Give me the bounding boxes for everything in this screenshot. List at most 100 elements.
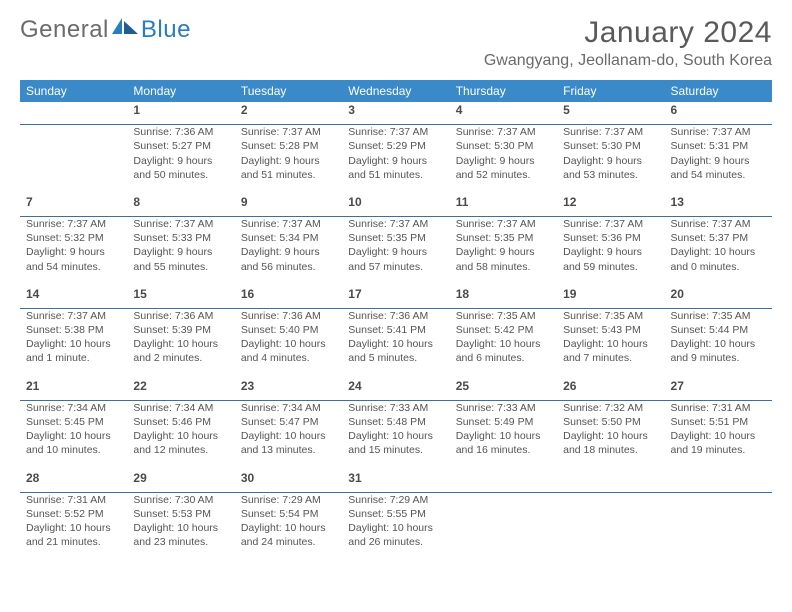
sunrise-line: Sunrise: 7:37 AM [563,217,658,231]
sunset-line: Sunset: 5:45 PM [26,415,121,429]
daylight-line: Daylight: 10 hours and 24 minutes. [241,521,336,549]
daylight-line: Daylight: 10 hours and 23 minutes. [133,521,228,549]
sunrise-line: Sunrise: 7:37 AM [26,217,121,231]
sunset-line: Sunset: 5:40 PM [241,323,336,337]
daynum-cell: 27 [665,378,772,401]
info-row: Sunrise: 7:37 AMSunset: 5:32 PMDaylight:… [20,217,772,280]
day-info: Sunrise: 7:31 AMSunset: 5:51 PMDaylight:… [671,401,766,458]
daylight-line: Daylight: 10 hours and 12 minutes. [133,429,228,457]
info-cell: Sunrise: 7:37 AMSunset: 5:30 PMDaylight:… [557,125,664,188]
day-info: Sunrise: 7:37 AMSunset: 5:38 PMDaylight:… [26,309,121,366]
info-cell: Sunrise: 7:31 AMSunset: 5:51 PMDaylight:… [665,400,772,463]
daynum-cell: 26 [557,378,664,401]
daynum-cell: 15 [127,286,234,309]
day-info: Sunrise: 7:37 AMSunset: 5:34 PMDaylight:… [241,217,336,274]
info-cell: Sunrise: 7:36 AMSunset: 5:39 PMDaylight:… [127,308,234,371]
daynum-cell: 7 [20,194,127,217]
daynum-cell: 8 [127,194,234,217]
day-info: Sunrise: 7:36 AMSunset: 5:40 PMDaylight:… [241,309,336,366]
daylight-line: Daylight: 10 hours and 18 minutes. [563,429,658,457]
sunset-line: Sunset: 5:49 PM [456,415,551,429]
daylight-line: Daylight: 10 hours and 6 minutes. [456,337,551,365]
day-info: Sunrise: 7:36 AMSunset: 5:39 PMDaylight:… [133,309,228,366]
sunrise-line: Sunrise: 7:35 AM [563,309,658,323]
daynum-cell: 3 [342,102,449,125]
calendar-page: General Blue January 2024 Gwangyang, Jeo… [0,0,792,555]
day-info: Sunrise: 7:36 AMSunset: 5:27 PMDaylight:… [133,125,228,182]
daynum-cell: 19 [557,286,664,309]
day-number: 1 [133,103,140,117]
info-cell: Sunrise: 7:36 AMSunset: 5:27 PMDaylight:… [127,125,234,188]
day-info: Sunrise: 7:37 AMSunset: 5:30 PMDaylight:… [563,125,658,182]
daynum-cell: 1 [127,102,234,125]
day-info: Sunrise: 7:33 AMSunset: 5:48 PMDaylight:… [348,401,443,458]
day-number: 5 [563,103,570,117]
day-info: Sunrise: 7:35 AMSunset: 5:44 PMDaylight:… [671,309,766,366]
info-row: Sunrise: 7:36 AMSunset: 5:27 PMDaylight:… [20,125,772,188]
day-info: Sunrise: 7:35 AMSunset: 5:42 PMDaylight:… [456,309,551,366]
daylight-line: Daylight: 10 hours and 15 minutes. [348,429,443,457]
daynum-cell: 21 [20,378,127,401]
sunset-line: Sunset: 5:47 PM [241,415,336,429]
day-number: 3 [348,103,355,117]
sunrise-line: Sunrise: 7:31 AM [671,401,766,415]
day-number: 13 [671,195,684,209]
daynum-cell: 22 [127,378,234,401]
info-cell: Sunrise: 7:35 AMSunset: 5:42 PMDaylight:… [450,308,557,371]
day-number: 24 [348,379,361,393]
day-info: Sunrise: 7:30 AMSunset: 5:53 PMDaylight:… [133,493,228,550]
info-cell [665,492,772,555]
day-info: Sunrise: 7:37 AMSunset: 5:32 PMDaylight:… [26,217,121,274]
daylight-line: Daylight: 10 hours and 10 minutes. [26,429,121,457]
day-number: 31 [348,471,361,485]
sunset-line: Sunset: 5:39 PM [133,323,228,337]
sunrise-line: Sunrise: 7:29 AM [348,493,443,507]
sunset-line: Sunset: 5:28 PM [241,139,336,153]
weekday-header-row: Sunday Monday Tuesday Wednesday Thursday… [20,80,772,102]
day-number: 9 [241,195,248,209]
sunset-line: Sunset: 5:27 PM [133,139,228,153]
info-cell [450,492,557,555]
info-cell: Sunrise: 7:34 AMSunset: 5:46 PMDaylight:… [127,400,234,463]
sunrise-line: Sunrise: 7:34 AM [133,401,228,415]
sunrise-line: Sunrise: 7:32 AM [563,401,658,415]
sunset-line: Sunset: 5:29 PM [348,139,443,153]
daylight-line: Daylight: 10 hours and 13 minutes. [241,429,336,457]
sunset-line: Sunset: 5:48 PM [348,415,443,429]
daylight-line: Daylight: 9 hours and 53 minutes. [563,154,658,182]
day-info: Sunrise: 7:37 AMSunset: 5:37 PMDaylight:… [671,217,766,274]
daynum-cell: 24 [342,378,449,401]
sunrise-line: Sunrise: 7:36 AM [133,309,228,323]
day-info: Sunrise: 7:34 AMSunset: 5:45 PMDaylight:… [26,401,121,458]
info-cell: Sunrise: 7:29 AMSunset: 5:54 PMDaylight:… [235,492,342,555]
sunset-line: Sunset: 5:44 PM [671,323,766,337]
sunrise-line: Sunrise: 7:37 AM [563,125,658,139]
day-number: 16 [241,287,254,301]
sunset-line: Sunset: 5:43 PM [563,323,658,337]
daynum-cell: 12 [557,194,664,217]
col-friday: Friday [557,80,664,102]
day-info: Sunrise: 7:34 AMSunset: 5:46 PMDaylight:… [133,401,228,458]
day-info: Sunrise: 7:33 AMSunset: 5:49 PMDaylight:… [456,401,551,458]
daynum-cell: 30 [235,470,342,493]
day-number: 19 [563,287,576,301]
daylight-line: Daylight: 10 hours and 0 minutes. [671,245,766,273]
sunrise-line: Sunrise: 7:33 AM [456,401,551,415]
info-cell: Sunrise: 7:37 AMSunset: 5:36 PMDaylight:… [557,217,664,280]
sunrise-line: Sunrise: 7:37 AM [671,125,766,139]
info-cell: Sunrise: 7:34 AMSunset: 5:47 PMDaylight:… [235,400,342,463]
daylight-line: Daylight: 9 hours and 50 minutes. [133,154,228,182]
daylight-line: Daylight: 10 hours and 5 minutes. [348,337,443,365]
day-info: Sunrise: 7:37 AMSunset: 5:33 PMDaylight:… [133,217,228,274]
info-cell: Sunrise: 7:37 AMSunset: 5:28 PMDaylight:… [235,125,342,188]
info-cell: Sunrise: 7:34 AMSunset: 5:45 PMDaylight:… [20,400,127,463]
day-info: Sunrise: 7:34 AMSunset: 5:47 PMDaylight:… [241,401,336,458]
daylight-line: Daylight: 9 hours and 55 minutes. [133,245,228,273]
col-thursday: Thursday [450,80,557,102]
daynum-cell [665,470,772,493]
sunrise-line: Sunrise: 7:36 AM [241,309,336,323]
daylight-line: Daylight: 9 hours and 54 minutes. [671,154,766,182]
sunrise-line: Sunrise: 7:30 AM [133,493,228,507]
daylight-line: Daylight: 10 hours and 16 minutes. [456,429,551,457]
sunrise-line: Sunrise: 7:35 AM [671,309,766,323]
